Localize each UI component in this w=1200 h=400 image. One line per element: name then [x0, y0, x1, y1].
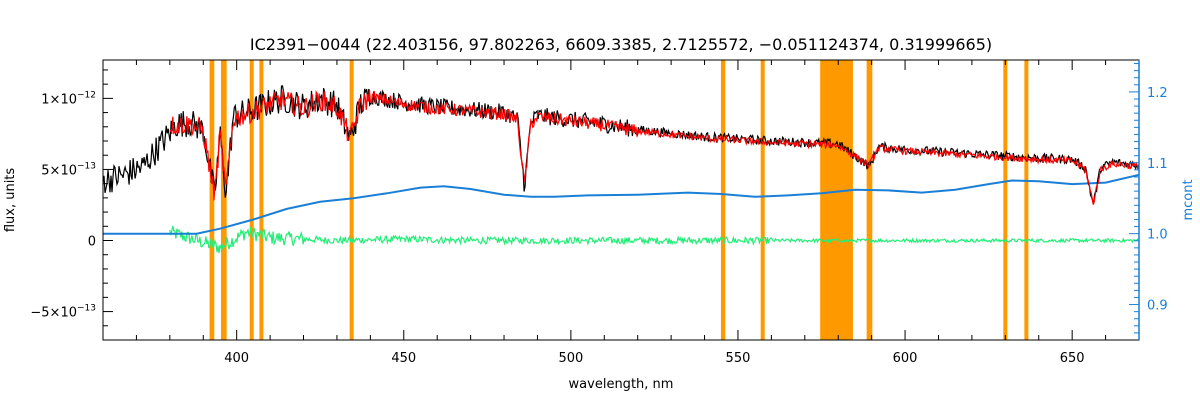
x-axis: 400 450 500 550 600 650 [135, 60, 1140, 366]
series-line [169, 225, 1139, 254]
y-axis-left: 1×10−12 5×10−13 0 −5×10−13 [30, 69, 113, 341]
y2-tick-label: 1.1 [1147, 157, 1168, 172]
masked-band [1024, 60, 1029, 340]
y-tick-label: −5×10−13 [30, 304, 96, 321]
y-tick-label: 0 [88, 235, 96, 250]
y-tick-label: 5×10−13 [41, 161, 96, 178]
masked-bands [209, 60, 1029, 340]
masked-band [866, 60, 873, 340]
masked-band [720, 60, 726, 340]
series-line [102, 85, 1140, 205]
masked-band [209, 60, 215, 340]
y-axis-right: 0.9 1.0 1.1 1.2 [1129, 60, 1168, 340]
x-axis-label: wavelength, nm [569, 377, 674, 392]
y2-tick-label: 1.2 [1147, 86, 1168, 101]
x-tick-label: 500 [558, 351, 583, 366]
x-tick-label: 600 [893, 351, 918, 366]
masked-band [259, 60, 264, 340]
series-layer [102, 85, 1140, 254]
y2-axis-label: mcont [1181, 179, 1196, 220]
y-axis-label: flux, units [3, 168, 18, 233]
masked-band [760, 60, 765, 340]
masked-band [220, 60, 227, 340]
x-tick-label: 450 [391, 351, 416, 366]
x-tick-label: 400 [224, 351, 249, 366]
masked-band [820, 60, 853, 340]
y2-tick-label: 0.9 [1147, 299, 1168, 314]
series-line [169, 89, 1139, 205]
y-tick-label: 1×10−12 [41, 90, 96, 107]
masked-band [249, 60, 254, 340]
x-tick-label: 650 [1060, 351, 1085, 366]
series-line [103, 173, 1140, 235]
masked-band [349, 60, 354, 340]
y2-tick-label: 1.0 [1147, 228, 1168, 243]
masked-band [1003, 60, 1008, 340]
chart-title: IC2391−0044 (22.403156, 97.802263, 6609.… [250, 35, 992, 54]
x-tick-label: 550 [726, 351, 751, 366]
